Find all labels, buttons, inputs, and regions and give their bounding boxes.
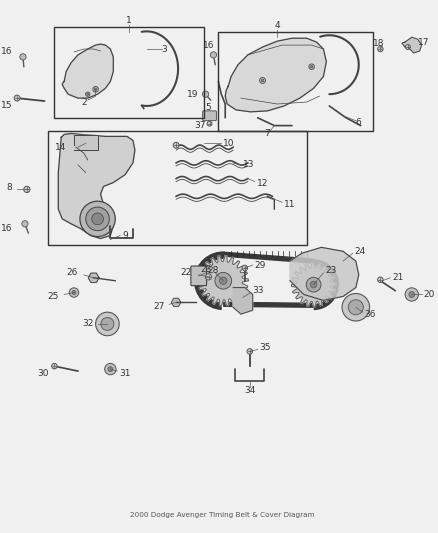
- Text: 36: 36: [365, 310, 376, 319]
- Text: 3: 3: [162, 45, 167, 53]
- Polygon shape: [402, 37, 422, 53]
- Circle shape: [105, 364, 116, 375]
- Text: 34: 34: [244, 386, 255, 395]
- Bar: [49, 131, 307, 245]
- Polygon shape: [171, 298, 181, 306]
- Polygon shape: [62, 44, 113, 98]
- Text: 35: 35: [260, 343, 271, 352]
- Circle shape: [215, 272, 232, 289]
- Circle shape: [14, 95, 20, 101]
- Circle shape: [310, 281, 317, 288]
- Circle shape: [92, 213, 103, 225]
- Circle shape: [242, 265, 247, 271]
- Text: 5: 5: [206, 103, 212, 112]
- Circle shape: [72, 290, 76, 295]
- Text: 29: 29: [254, 261, 266, 270]
- Text: 23: 23: [325, 266, 337, 276]
- Circle shape: [52, 364, 57, 369]
- Bar: [219, 33, 372, 131]
- Circle shape: [24, 186, 30, 192]
- Text: 15: 15: [1, 101, 12, 110]
- Circle shape: [108, 367, 113, 372]
- Text: 30: 30: [37, 368, 49, 377]
- Circle shape: [309, 64, 314, 69]
- Text: 9: 9: [122, 231, 128, 240]
- Text: 26: 26: [67, 269, 78, 277]
- Circle shape: [101, 318, 114, 330]
- Text: 8: 8: [7, 183, 12, 192]
- Circle shape: [348, 300, 364, 315]
- Circle shape: [406, 45, 410, 50]
- Text: 23: 23: [200, 265, 212, 274]
- Text: 25: 25: [47, 292, 58, 301]
- Circle shape: [93, 86, 99, 92]
- Text: 16: 16: [203, 41, 214, 50]
- Text: 16: 16: [1, 224, 12, 233]
- Circle shape: [378, 46, 383, 52]
- Circle shape: [86, 207, 110, 231]
- Circle shape: [22, 221, 28, 227]
- Circle shape: [95, 312, 119, 336]
- Text: 14: 14: [55, 143, 66, 152]
- Circle shape: [261, 79, 264, 82]
- Polygon shape: [88, 273, 99, 282]
- Text: 27: 27: [153, 302, 164, 311]
- Circle shape: [247, 349, 253, 354]
- Circle shape: [260, 77, 265, 83]
- Circle shape: [20, 54, 26, 60]
- Text: 22: 22: [180, 269, 192, 277]
- FancyBboxPatch shape: [203, 111, 216, 120]
- Text: 32: 32: [82, 319, 94, 328]
- Circle shape: [207, 121, 212, 126]
- Text: 10: 10: [223, 139, 235, 148]
- Text: 17: 17: [418, 38, 429, 47]
- Circle shape: [95, 88, 97, 91]
- Circle shape: [173, 142, 179, 148]
- Text: 1: 1: [126, 16, 132, 25]
- Polygon shape: [290, 247, 359, 301]
- Circle shape: [409, 292, 415, 297]
- Text: 6: 6: [355, 118, 360, 127]
- Circle shape: [306, 277, 321, 292]
- Text: 19: 19: [187, 90, 199, 99]
- Circle shape: [85, 92, 90, 96]
- Polygon shape: [58, 133, 135, 238]
- Polygon shape: [225, 38, 326, 112]
- Circle shape: [219, 277, 227, 285]
- Bar: [54, 27, 204, 118]
- Text: 28: 28: [208, 266, 219, 276]
- Text: 11: 11: [284, 200, 296, 208]
- FancyBboxPatch shape: [191, 266, 207, 286]
- Text: 37: 37: [194, 121, 205, 130]
- Circle shape: [311, 66, 313, 68]
- Circle shape: [69, 288, 79, 297]
- Text: 18: 18: [373, 38, 384, 47]
- Text: 4: 4: [275, 21, 280, 30]
- Circle shape: [202, 91, 209, 98]
- Polygon shape: [233, 288, 253, 314]
- Polygon shape: [292, 263, 336, 307]
- Circle shape: [405, 288, 418, 301]
- Text: 16: 16: [1, 47, 12, 56]
- Text: 13: 13: [243, 160, 254, 169]
- Text: 7: 7: [265, 129, 270, 138]
- Text: 20: 20: [424, 290, 435, 299]
- Circle shape: [205, 273, 212, 280]
- Text: 2: 2: [81, 98, 87, 107]
- Text: 33: 33: [253, 286, 264, 295]
- Circle shape: [378, 277, 383, 282]
- Text: 2000 Dodge Avenger Timing Belt & Cover Diagram: 2000 Dodge Avenger Timing Belt & Cover D…: [130, 512, 314, 519]
- Circle shape: [210, 52, 216, 58]
- Text: 24: 24: [355, 247, 366, 256]
- Circle shape: [87, 93, 89, 95]
- Text: 21: 21: [392, 273, 403, 282]
- Polygon shape: [74, 135, 98, 150]
- Text: 31: 31: [119, 368, 131, 377]
- Polygon shape: [198, 256, 248, 306]
- Circle shape: [342, 294, 370, 321]
- Text: 12: 12: [257, 179, 268, 188]
- Circle shape: [80, 201, 115, 237]
